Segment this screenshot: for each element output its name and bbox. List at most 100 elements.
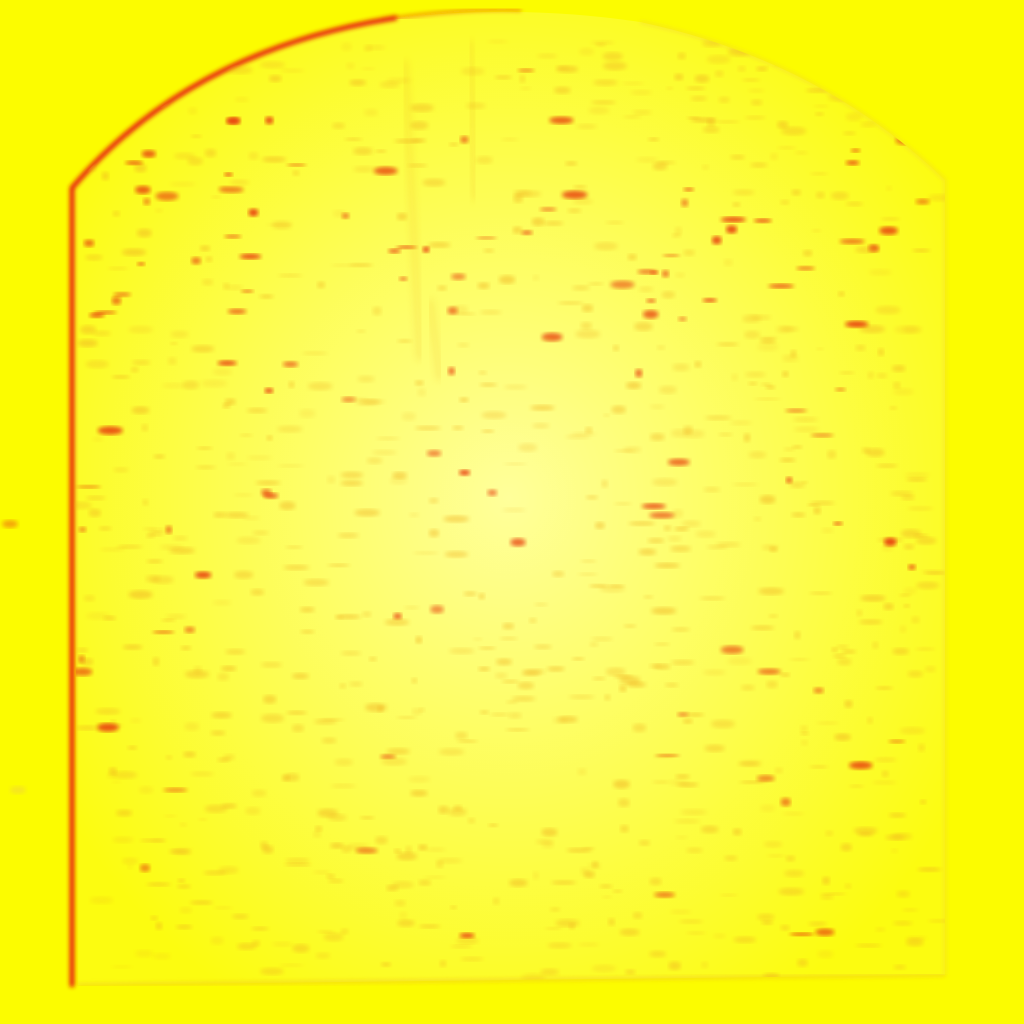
surface-spot (333, 209, 346, 218)
surface-spot (591, 636, 613, 642)
surface-spot (460, 135, 469, 144)
surface-spot (379, 81, 400, 89)
surface-spot (628, 521, 655, 526)
surface-spot (177, 878, 186, 883)
surface-spot (396, 245, 417, 249)
surface-spot (250, 588, 265, 596)
surface-spot (476, 156, 493, 165)
surface-spot (128, 325, 153, 334)
surface-spot (561, 190, 588, 200)
surface-spot (340, 471, 364, 479)
surface-spot (642, 309, 659, 319)
surface-spot (110, 719, 117, 723)
surface-spot (531, 217, 545, 227)
surface-spot (279, 963, 304, 967)
surface-spot (176, 884, 191, 889)
surface-spot (193, 666, 202, 675)
surface-spot (810, 500, 835, 506)
surface-spot (879, 226, 898, 235)
surface-spot (813, 507, 821, 515)
surface-spot (889, 406, 898, 410)
surface-spot (384, 618, 410, 626)
surface-spot (550, 907, 561, 912)
surface-spot (891, 848, 898, 854)
surface-spot (730, 154, 745, 160)
surface-spot (759, 495, 776, 504)
surface-spot (532, 871, 539, 880)
surface-spot (302, 351, 328, 356)
surface-spot (501, 137, 518, 142)
surface-spot (903, 325, 923, 334)
surface-spot (662, 253, 680, 258)
surface-spot (210, 730, 226, 736)
surface-spot (226, 117, 240, 125)
surface-spot (408, 776, 431, 783)
surface-spot (785, 408, 807, 413)
surface-spot (675, 835, 688, 840)
surface-spot (519, 74, 526, 83)
surface-spot (638, 286, 654, 293)
surface-spot (459, 397, 469, 403)
surface-spot (328, 813, 347, 822)
surface-spot (565, 161, 578, 166)
surface-spot (588, 282, 604, 286)
surface-spot (349, 681, 363, 687)
surface-spot (457, 739, 478, 744)
surface-spot (777, 120, 789, 129)
surface-spot (418, 844, 428, 851)
surface-spot (624, 969, 636, 975)
surface-spot (530, 404, 555, 411)
surface-spot (605, 667, 626, 676)
surface-spot (675, 272, 685, 278)
surface-spot (284, 773, 300, 782)
surface-spot (255, 480, 281, 486)
surface-spot (77, 339, 98, 348)
surface-spot (353, 147, 373, 156)
surface-spot (619, 684, 627, 693)
surface-spot (361, 67, 376, 71)
surface-spot (146, 533, 156, 539)
surface-spot (536, 839, 554, 845)
surface-spot (410, 789, 428, 797)
surface-spot (611, 405, 626, 414)
surface-spot (545, 926, 562, 931)
surface-spot (646, 298, 656, 303)
surface-spot (572, 657, 585, 661)
surface-spot (389, 476, 408, 485)
surface-spot (113, 292, 131, 297)
surface-spot (100, 547, 125, 552)
surface-spot (815, 191, 826, 199)
surface-spot (488, 823, 499, 828)
surface-spot (437, 285, 447, 291)
surface-spot (111, 296, 122, 305)
surface-spot (647, 538, 665, 544)
surface-spot (259, 841, 269, 850)
surface-spot (761, 920, 774, 925)
surface-spot (217, 672, 229, 681)
surface-spot (252, 530, 269, 536)
surface-spot (731, 373, 738, 381)
surface-spot (893, 964, 906, 970)
surface-spot (286, 163, 307, 167)
surface-spot (112, 770, 138, 779)
surface-spot (500, 636, 518, 641)
surface-spot (748, 381, 758, 386)
surface-spot (479, 382, 497, 387)
surface-spot (184, 670, 210, 679)
surface-spot (481, 429, 495, 433)
surface-spot (893, 381, 901, 389)
surface-spot (449, 905, 458, 910)
surface-spot (184, 722, 200, 731)
surface-spot (623, 114, 641, 119)
surface-spot (218, 186, 244, 193)
surface-spot (813, 687, 824, 694)
surface-spot (694, 74, 710, 83)
surface-spot (816, 347, 824, 351)
surface-spot (78, 526, 87, 533)
surface-spot (517, 68, 535, 73)
surface-spot (885, 834, 905, 841)
surface-spot (98, 526, 112, 531)
surface-spot (170, 341, 178, 345)
surface-spot (835, 387, 846, 392)
surface-spot (599, 884, 613, 889)
